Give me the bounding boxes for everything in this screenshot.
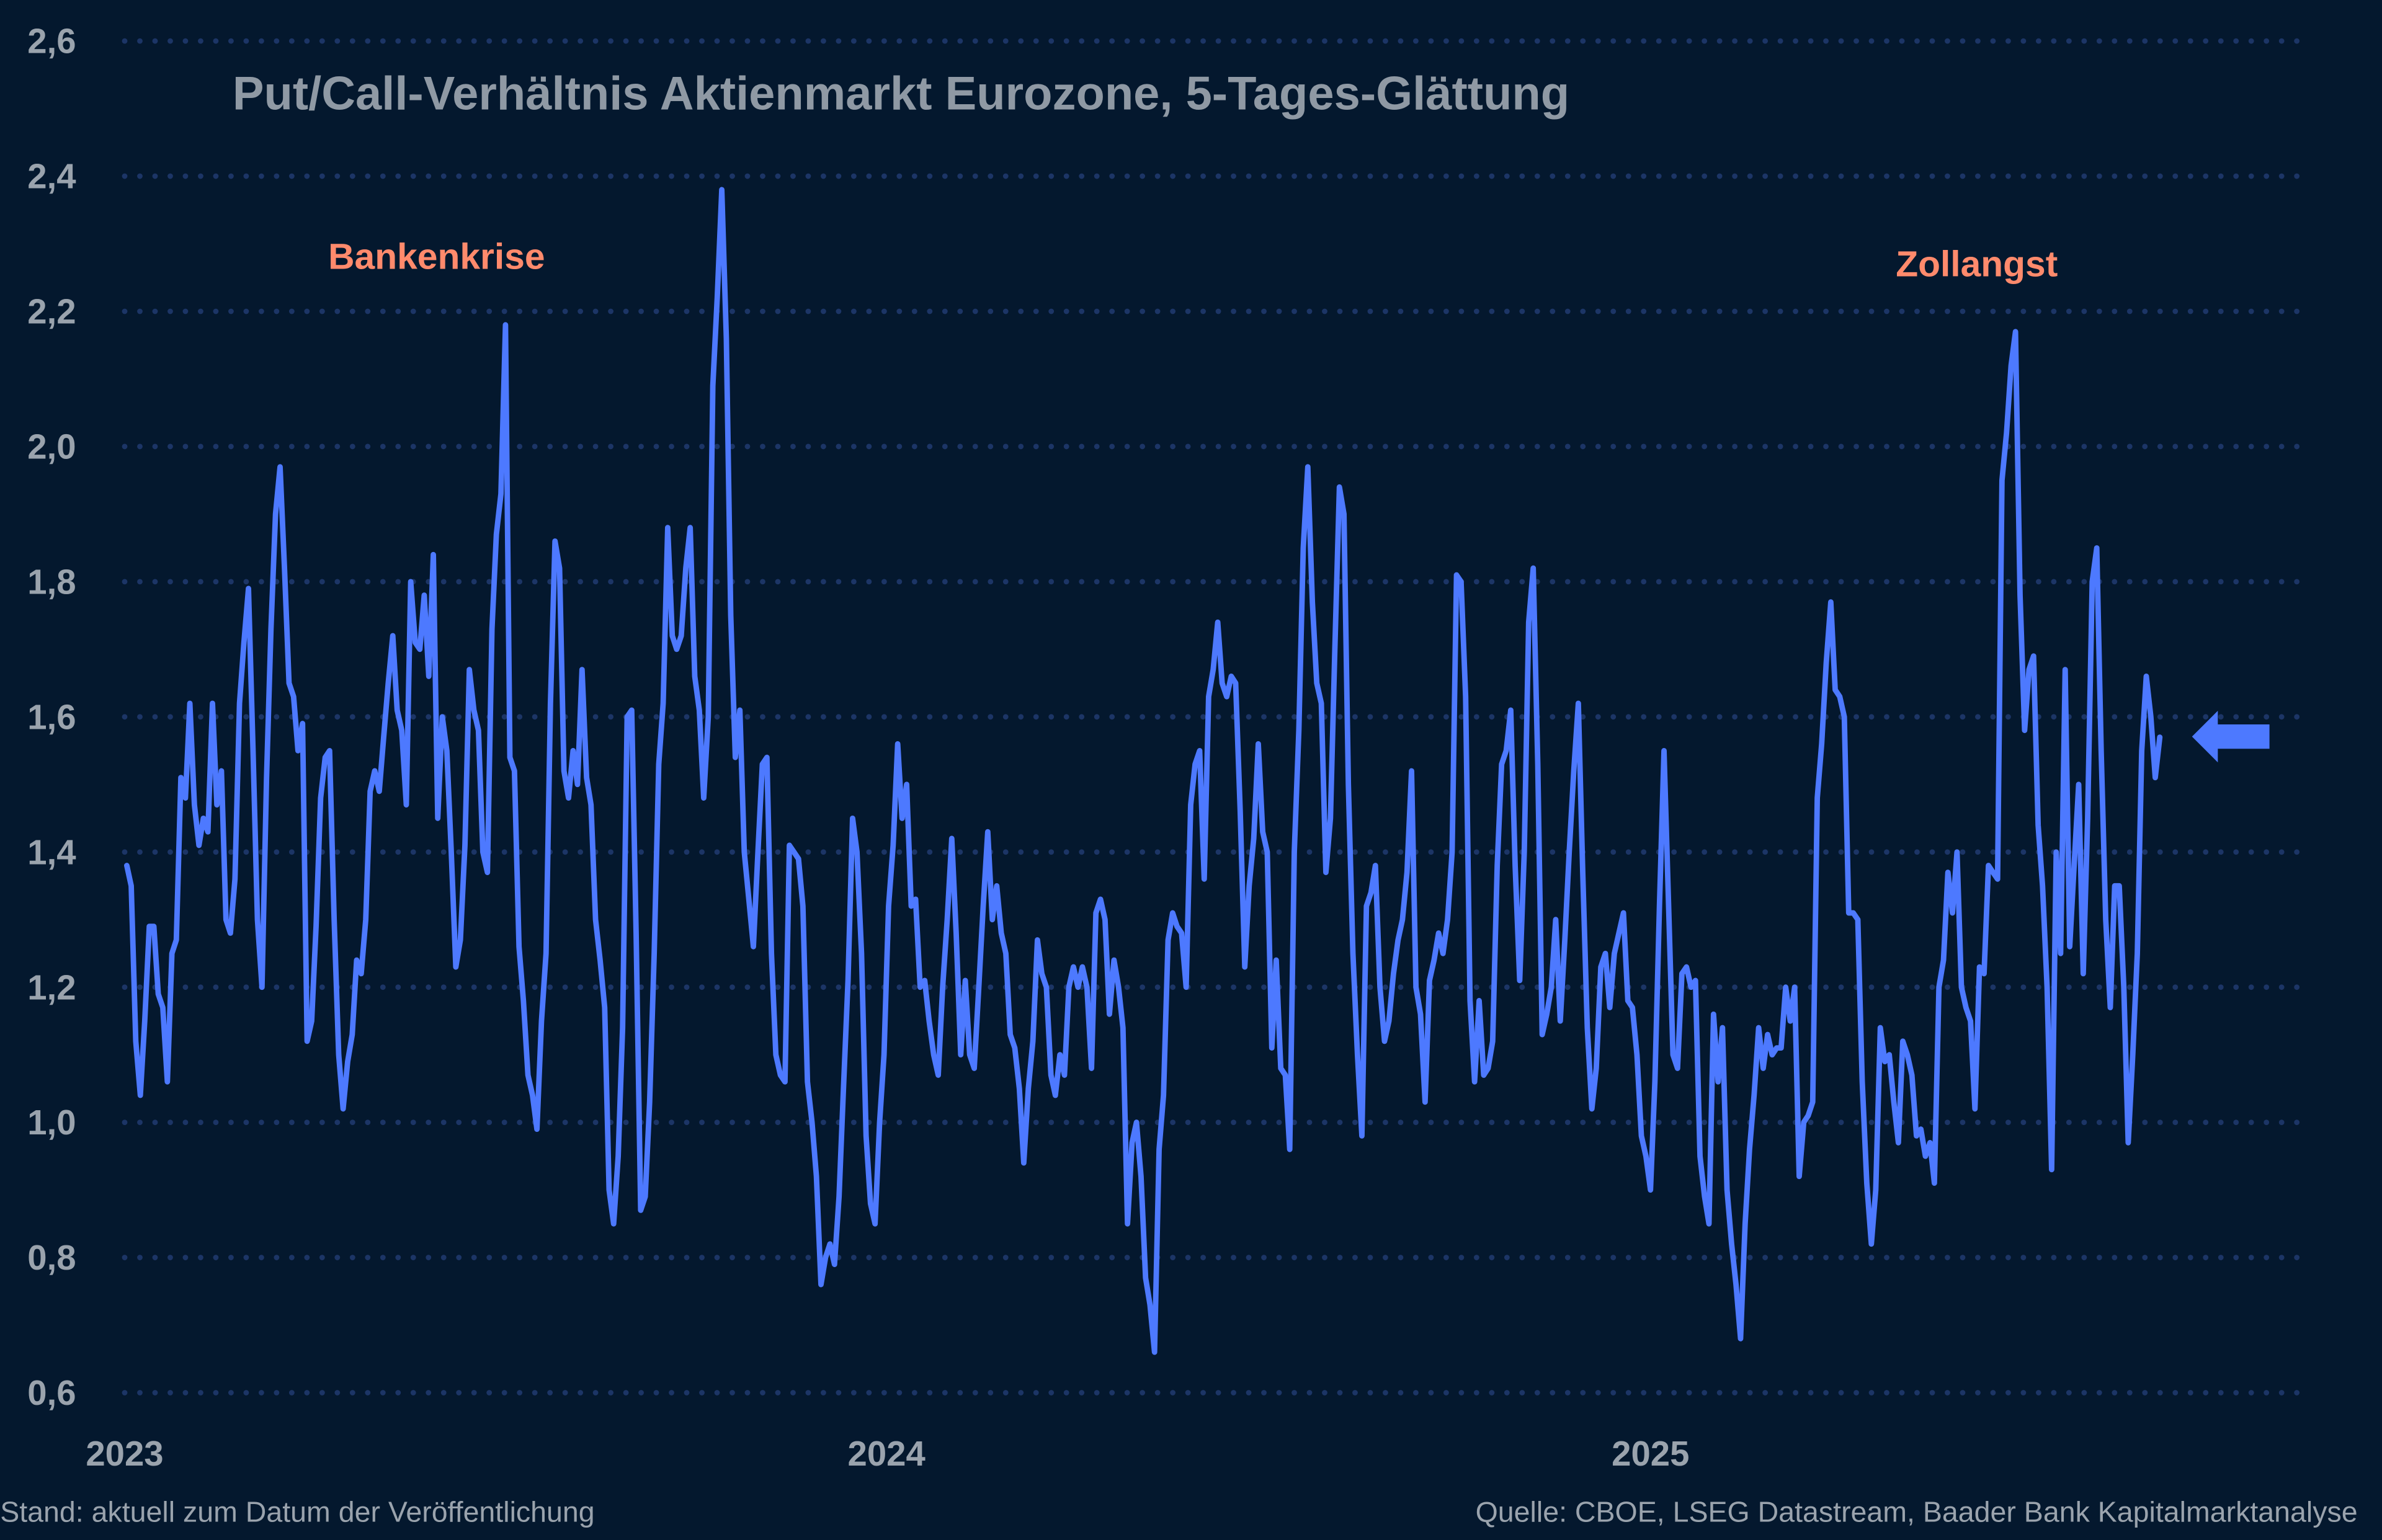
y-tick-label: 2,6 bbox=[27, 22, 76, 61]
chart-title: Put/Call-Verhältnis Aktienmarkt Eurozone… bbox=[233, 67, 1569, 120]
x-tick-label: 2024 bbox=[848, 1434, 926, 1473]
x-axis-ticks: 2023 2024 2025 bbox=[86, 1434, 1689, 1473]
series-line-put-call-ratio bbox=[124, 187, 2163, 1355]
x-tick-label: 2025 bbox=[1612, 1434, 1689, 1473]
y-tick-label: 1,8 bbox=[27, 562, 76, 601]
annotation-bankenkrise: Bankenkrise bbox=[328, 236, 545, 277]
y-tick-label: 0,6 bbox=[27, 1373, 76, 1412]
y-tick-label: 1,0 bbox=[27, 1103, 76, 1142]
y-tick-label: 2,2 bbox=[27, 292, 76, 331]
y-tick-label: 1,6 bbox=[27, 697, 76, 736]
footer-stand: Stand: aktuell zum Datum der Veröffentli… bbox=[0, 1496, 594, 1528]
footer-source: Quelle: CBOE, LSEG Datastream, Baader Ba… bbox=[1476, 1496, 2358, 1528]
y-tick-label: 2,0 bbox=[27, 427, 76, 466]
y-tick-label: 1,2 bbox=[27, 968, 76, 1007]
x-tick-label: 2023 bbox=[86, 1434, 163, 1473]
latest-value-arrow-icon bbox=[2192, 711, 2270, 763]
y-tick-label: 2,4 bbox=[27, 157, 76, 196]
annotation-zollangst: Zollangst bbox=[1896, 244, 2058, 285]
y-axis-ticks: 2,6 2,4 2,2 2,0 1,8 1,6 1,4 1,2 1,0 0,8 0,6 bbox=[27, 22, 76, 1412]
y-tick-label: 0,8 bbox=[27, 1238, 76, 1277]
y-tick-label: 1,4 bbox=[27, 832, 76, 871]
